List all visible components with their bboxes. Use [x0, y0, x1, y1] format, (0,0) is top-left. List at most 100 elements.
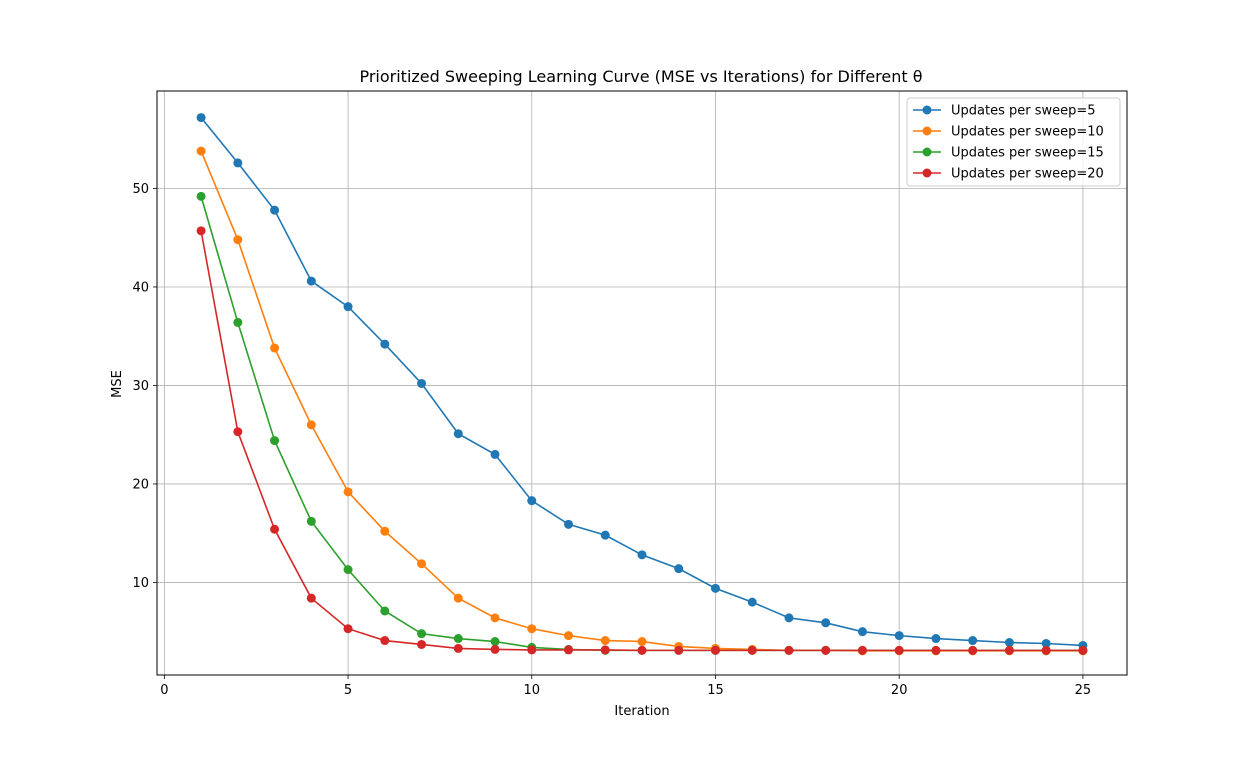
- data-point: [968, 636, 978, 646]
- data-point: [343, 487, 353, 497]
- legend-marker: [922, 126, 932, 136]
- data-point: [931, 645, 941, 655]
- legend-item: Updates per sweep=20: [913, 167, 1104, 182]
- x-tick-label: 0: [160, 683, 168, 698]
- x-tick-label: 15: [707, 683, 724, 698]
- data-point: [270, 343, 280, 353]
- data-point: [343, 565, 353, 575]
- data-point: [490, 449, 500, 459]
- axis-ticks: 0 5 10 15 20 25 10 20 30 40 50: [132, 182, 1091, 698]
- data-point: [784, 645, 794, 655]
- data-point: [637, 645, 647, 655]
- data-point: [490, 637, 500, 647]
- data-point: [894, 645, 904, 655]
- data-point: [931, 634, 941, 644]
- data-point: [674, 645, 684, 655]
- legend-label: Updates per sweep=5: [951, 104, 1096, 119]
- data-point: [600, 645, 610, 655]
- data-point: [380, 606, 390, 616]
- x-axis-label: Iteration: [614, 704, 669, 719]
- data-point: [674, 564, 684, 574]
- data-point: [857, 645, 867, 655]
- legend-label: Updates per sweep=15: [951, 146, 1104, 161]
- series-1: [196, 113, 1088, 650]
- data-point: [270, 524, 280, 534]
- legend-item: Updates per sweep=5: [913, 104, 1096, 119]
- data-point: [233, 427, 243, 437]
- data-point: [710, 645, 720, 655]
- data-point: [306, 516, 316, 526]
- data-point: [306, 593, 316, 603]
- data-point: [747, 597, 757, 607]
- data-point: [270, 205, 280, 215]
- data-point: [784, 613, 794, 623]
- data-point: [453, 593, 463, 603]
- data-point: [490, 613, 500, 623]
- data-point: [417, 378, 427, 388]
- data-point: [857, 627, 867, 637]
- data-point: [1041, 638, 1051, 648]
- series-4: [196, 226, 1088, 655]
- data-point: [453, 643, 463, 653]
- plot-frame: [156, 90, 1128, 676]
- y-tick-label: 10: [132, 576, 149, 591]
- data-point: [564, 519, 574, 529]
- data-point: [196, 191, 206, 201]
- data-point: [343, 624, 353, 634]
- data-point: [196, 226, 206, 236]
- y-tick-label: 20: [132, 477, 149, 492]
- y-tick-label: 50: [132, 182, 149, 197]
- chart-title: Prioritized Sweeping Learning Curve (MSE…: [359, 67, 922, 86]
- data-point: [306, 276, 316, 286]
- data-point: [637, 550, 647, 560]
- data-point: [527, 496, 537, 506]
- data-point: [968, 645, 978, 655]
- data-point: [1004, 645, 1014, 655]
- grid: [157, 91, 1127, 675]
- data-point: [747, 645, 757, 655]
- data-point: [821, 645, 831, 655]
- data-point: [637, 637, 647, 647]
- data-point: [453, 429, 463, 439]
- data-point: [1078, 645, 1088, 655]
- data-point: [233, 158, 243, 168]
- legend-marker: [922, 105, 932, 115]
- data-point: [380, 526, 390, 536]
- data-point: [490, 644, 500, 654]
- y-axis-label: MSE: [110, 370, 125, 398]
- data-point: [270, 436, 280, 446]
- data-point: [380, 636, 390, 646]
- data-point: [600, 636, 610, 646]
- data-point: [306, 420, 316, 430]
- data-point: [1041, 645, 1051, 655]
- data-point: [196, 113, 206, 123]
- x-tick-label: 5: [344, 683, 352, 698]
- data-point: [417, 559, 427, 569]
- data-point: [564, 645, 574, 655]
- x-tick-label: 20: [891, 683, 908, 698]
- legend-box: [906, 97, 1121, 187]
- data-point: [710, 583, 720, 593]
- data-point: [417, 639, 427, 649]
- data-point: [1004, 638, 1014, 648]
- data-point: [527, 645, 537, 655]
- legend-label: Updates per sweep=10: [951, 125, 1104, 140]
- series-layer: [196, 113, 1088, 656]
- y-tick-label: 40: [132, 280, 149, 295]
- legend-item: Updates per sweep=15: [913, 146, 1104, 161]
- data-point: [233, 317, 243, 327]
- x-tick-label: 10: [523, 683, 540, 698]
- data-point: [821, 618, 831, 628]
- legend-marker: [922, 147, 932, 157]
- data-point: [343, 302, 353, 312]
- legend: Updates per sweep=5 Updates per sweep=10 U…: [906, 97, 1121, 187]
- data-point: [894, 631, 904, 641]
- y-tick-label: 30: [132, 379, 149, 394]
- data-point: [453, 634, 463, 644]
- data-point: [600, 530, 610, 540]
- data-point: [527, 624, 537, 634]
- data-point: [380, 339, 390, 349]
- legend-marker: [922, 168, 932, 178]
- legend-item: Updates per sweep=10: [913, 125, 1104, 140]
